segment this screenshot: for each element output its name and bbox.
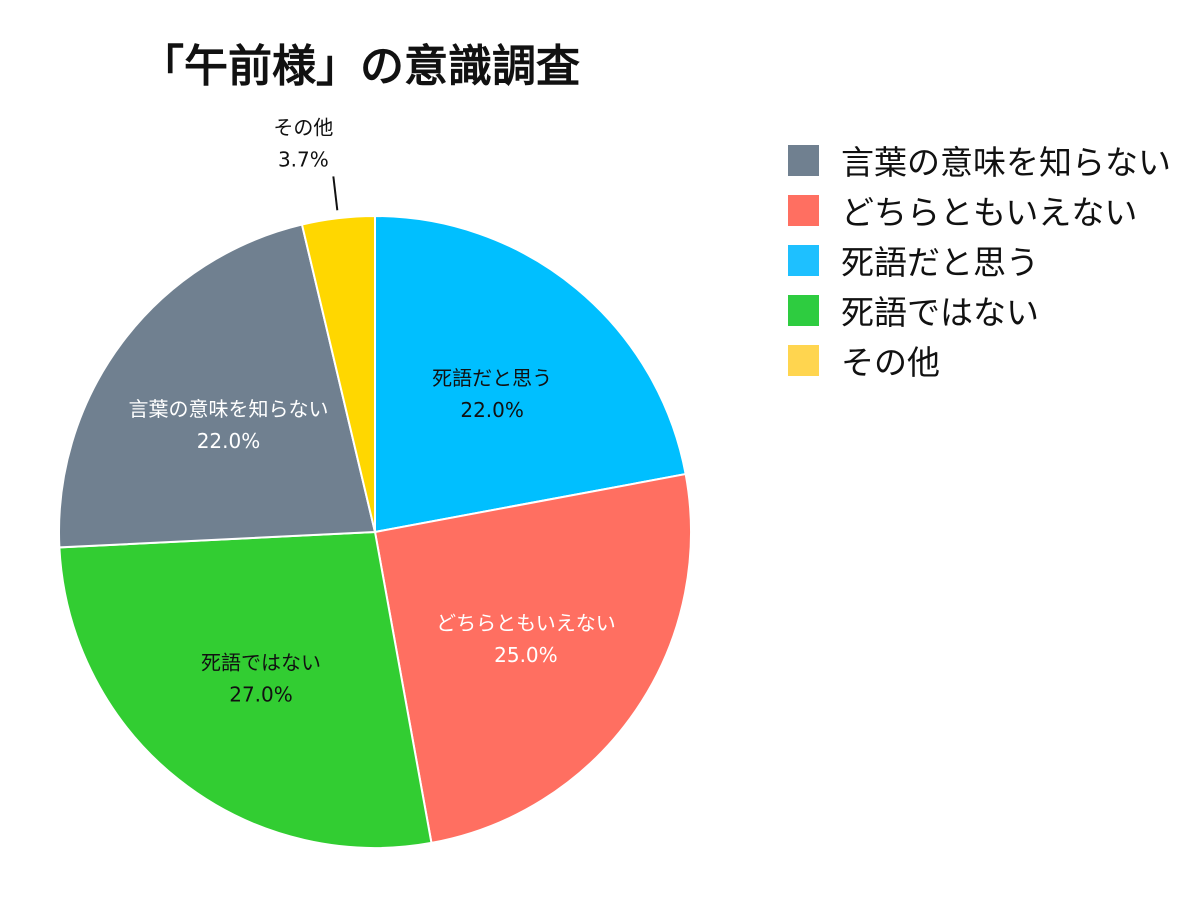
pie-slice-1	[373, 472, 692, 845]
legend-label-3: 死語ではない	[841, 293, 1039, 332]
legend-label-0: 言葉の意味を知らない	[841, 143, 1171, 182]
legend-swatch-3	[788, 294, 819, 326]
legend-label-2: 死語だと思う	[841, 243, 1039, 282]
pie-slice-4	[300, 214, 376, 533]
pie-slice-2	[58, 530, 433, 849]
legend-swatch-0	[788, 144, 819, 176]
legend-label-4: その他	[841, 343, 940, 382]
legend-item-2: 死語だと思う	[788, 235, 1171, 285]
legend-item-3: 死語ではない	[788, 285, 1171, 335]
pie-slice-0	[374, 214, 687, 534]
pie-slice-value-4: 3.7%	[278, 147, 329, 171]
legend-swatch-1	[788, 194, 819, 226]
pie-slices	[58, 214, 692, 849]
legend-item-4: その他	[788, 335, 1171, 385]
legend-swatch-4	[788, 344, 819, 376]
pie-slice-label-1: どちらともいえない	[436, 611, 616, 635]
pie-slice-label-2: 死語ではない	[201, 651, 321, 675]
pie-labels: 死語だと思う 22.0% どちらともいえない 25.0% 死語ではない 27.0% 言葉の意…	[128, 115, 615, 706]
pie-slice-label-4: その他	[273, 115, 333, 139]
legend-swatch-2	[788, 244, 819, 276]
pie-slice-value-3: 22.0%	[197, 429, 261, 453]
legend-item-0: 言葉の意味を知らない	[788, 135, 1171, 185]
pie-slice-label-0: 死語だと思う	[432, 366, 552, 390]
pie-slice-value-2: 27.0%	[229, 683, 293, 707]
pie-slice-label-3: 言葉の意味を知らない	[128, 397, 328, 421]
chart-title: 「午前様」の意識調査	[140, 41, 580, 92]
chart-legend: 言葉の意味を知らない どちらともいえない 死語だと思う 死語ではない その他	[788, 135, 1171, 385]
pie-slice-value-0: 22.0%	[460, 398, 524, 422]
legend-label-1: どちらともいえない	[841, 193, 1138, 232]
pie-slice-value-1: 25.0%	[494, 643, 558, 667]
pie-leader-line-4	[332, 176, 339, 211]
legend-item-1: どちらともいえない	[788, 185, 1171, 235]
pie-slice-3	[58, 223, 377, 549]
